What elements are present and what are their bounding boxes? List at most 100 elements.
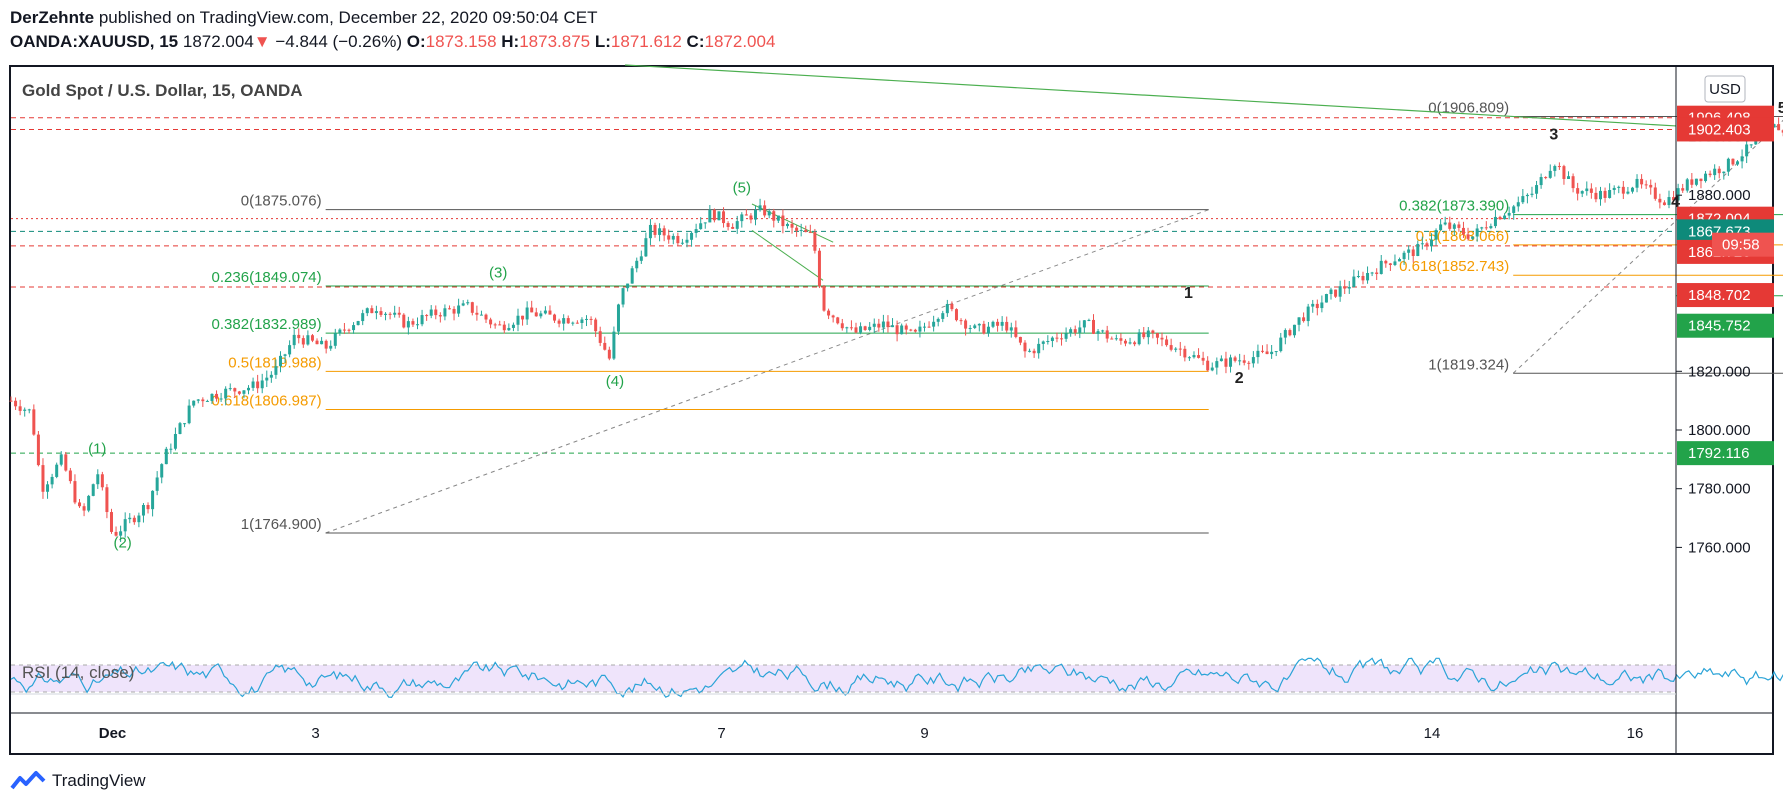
candle-body: [1370, 272, 1374, 274]
candle-body: [1324, 294, 1328, 303]
candle-body: [1101, 330, 1105, 332]
symbol-label: OANDA:XAUUSD, 15: [10, 32, 179, 51]
candle-body: [1379, 260, 1383, 275]
candle-body: [169, 448, 173, 450]
candle-body: [1160, 337, 1164, 340]
tradingview-logo-icon: [10, 771, 46, 790]
candle-body: [1146, 330, 1150, 338]
candle-body: [658, 228, 662, 235]
low-value: 1871.612: [610, 32, 682, 51]
price-level-tag-bg: [1677, 313, 1774, 338]
candle-body: [1777, 124, 1781, 131]
candle-body: [1398, 259, 1402, 262]
candle-body: [1251, 357, 1255, 364]
candle-body: [1137, 332, 1141, 345]
candle-body: [1484, 227, 1488, 229]
currency-button-label: USD: [1709, 81, 1741, 98]
candle-body: [1736, 161, 1740, 165]
candle-body: [534, 312, 538, 317]
candle-body: [1694, 178, 1698, 185]
candle-body: [557, 320, 561, 324]
candle-body: [457, 305, 461, 314]
candle-body: [1731, 158, 1735, 165]
candle-body: [1512, 206, 1516, 213]
candle-body: [297, 334, 301, 339]
author-name[interactable]: DerZehnte: [10, 8, 95, 27]
candle-body: [1544, 177, 1548, 179]
candle-body: [50, 476, 54, 485]
candle-body: [1028, 350, 1032, 352]
candle-body: [1329, 289, 1333, 295]
candle-body: [1119, 338, 1123, 341]
fib-level-label: 1(1764.900): [241, 516, 322, 533]
candle-body: [1270, 351, 1274, 355]
candle-body: [808, 232, 812, 234]
candle-body: [1288, 330, 1292, 336]
trend-line: [625, 64, 1677, 127]
candle-body: [475, 312, 479, 315]
candle-body: [164, 448, 168, 465]
candle-body: [662, 228, 666, 236]
candle-body: [1320, 302, 1324, 309]
price-level-tag-bg: [1677, 117, 1774, 142]
candle-body: [224, 388, 228, 399]
candle-body: [1169, 345, 1173, 350]
candle-body: [1772, 124, 1776, 128]
candle-body: [1311, 303, 1315, 307]
candle-body: [1416, 243, 1420, 256]
candle-body: [1096, 331, 1100, 334]
candle-body: [1434, 230, 1438, 240]
candle-body: [269, 374, 273, 378]
candle-body: [648, 224, 652, 239]
candle-body: [1466, 234, 1470, 239]
candle-body: [265, 377, 269, 381]
chart-frame[interactable]: [9, 65, 1774, 755]
candle-body: [1480, 227, 1484, 229]
candle-body: [1461, 227, 1465, 235]
candle-body: [1525, 194, 1529, 197]
candle-body: [114, 531, 118, 536]
candle-body: [708, 209, 712, 223]
candle-body: [1640, 178, 1644, 185]
candle-body: [288, 345, 292, 355]
candle-body: [1046, 341, 1050, 343]
candle-body: [178, 423, 182, 434]
price-tick-label: 1800.000: [1688, 422, 1751, 439]
candle-body: [1754, 139, 1758, 145]
candle-body: [498, 324, 502, 326]
candle-body: [23, 409, 27, 411]
candle-body: [712, 209, 716, 221]
candle-body: [1562, 166, 1566, 179]
candle-body: [1407, 249, 1411, 253]
candle-body: [301, 338, 305, 345]
candle-body: [1630, 187, 1634, 192]
footer-brand[interactable]: TradingView: [52, 771, 146, 790]
candle-body: [1128, 342, 1132, 344]
candle-body: [443, 308, 447, 317]
candle-body: [470, 302, 474, 313]
time-tick-label: 7: [717, 725, 725, 742]
price-tick-label: 1760.000: [1688, 539, 1751, 556]
candle-body: [1110, 338, 1114, 340]
countdown-tag: 09:58: [1712, 232, 1774, 257]
candle-body: [1233, 357, 1237, 361]
fib-level-label: 0(1875.076): [241, 193, 322, 210]
candle-body: [91, 484, 95, 496]
candle-body: [260, 380, 264, 389]
candle-body: [1498, 216, 1502, 220]
price-level-tag-bg: [1677, 441, 1774, 466]
candle-body: [758, 205, 762, 211]
candle-body: [242, 390, 246, 394]
candle-body: [1055, 337, 1059, 339]
candle-body: [123, 519, 127, 532]
currency-button[interactable]: USD: [1704, 75, 1746, 103]
candle-body: [813, 232, 817, 251]
candle-body: [210, 393, 214, 401]
candle-body: [393, 312, 397, 315]
candle-body: [726, 223, 730, 227]
candle-body: [676, 235, 680, 244]
price-level-tag-label: 1792.116: [1688, 445, 1749, 462]
candle-body: [1356, 275, 1360, 277]
open-value: 1873.158: [425, 32, 497, 51]
